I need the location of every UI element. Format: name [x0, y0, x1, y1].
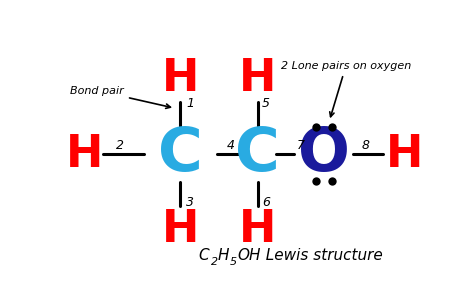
- Text: 8: 8: [361, 139, 369, 152]
- Text: O: O: [298, 124, 350, 184]
- Text: 7: 7: [297, 139, 305, 152]
- Text: 5: 5: [262, 97, 270, 110]
- Text: 6: 6: [262, 196, 270, 209]
- Text: 1: 1: [186, 97, 194, 110]
- Text: 5: 5: [230, 257, 237, 267]
- Text: Bond pair: Bond pair: [70, 86, 171, 108]
- Text: C: C: [158, 124, 203, 184]
- Text: OH: OH: [237, 248, 261, 263]
- Text: H: H: [218, 248, 229, 263]
- Text: H: H: [66, 133, 104, 175]
- Text: H: H: [386, 133, 423, 175]
- Text: H: H: [162, 208, 199, 251]
- Text: 3: 3: [186, 196, 194, 209]
- Text: 4: 4: [227, 139, 235, 152]
- Text: H: H: [239, 208, 276, 251]
- Text: C: C: [199, 248, 210, 263]
- Text: 2 Lone pairs on oxygen: 2 Lone pairs on oxygen: [281, 61, 411, 117]
- Text: Lewis structure: Lewis structure: [256, 248, 383, 263]
- Text: H: H: [162, 57, 199, 100]
- Text: H: H: [239, 57, 276, 100]
- Text: 2: 2: [116, 139, 124, 152]
- Text: C: C: [235, 124, 280, 184]
- Text: 2: 2: [211, 257, 218, 267]
